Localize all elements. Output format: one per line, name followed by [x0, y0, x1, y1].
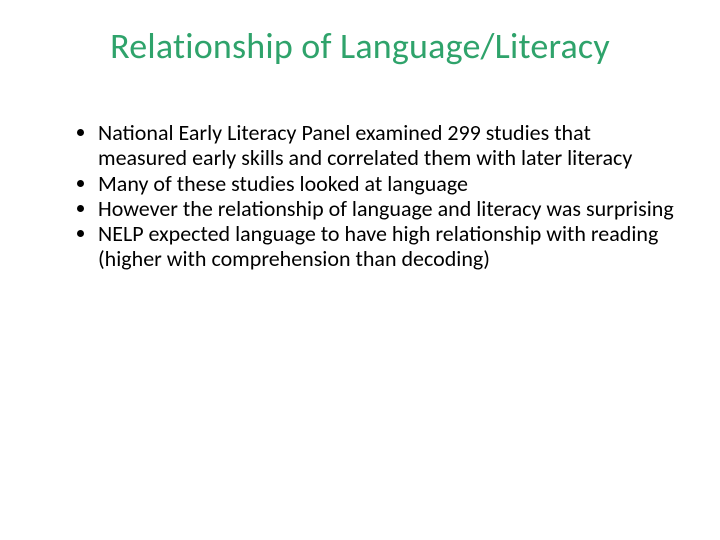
bullet-item: National Early Literacy Panel examined 2… [98, 120, 678, 171]
bullet-list: National Early Literacy Panel examined 2… [74, 120, 678, 272]
bullet-item: Many of these studies looked at language [98, 171, 678, 196]
bullet-item: NELP expected language to have high rela… [98, 221, 678, 272]
bullet-item: However the relationship of language and… [98, 196, 678, 221]
slide-title: Relationship of Language/Literacy [0, 24, 720, 68]
